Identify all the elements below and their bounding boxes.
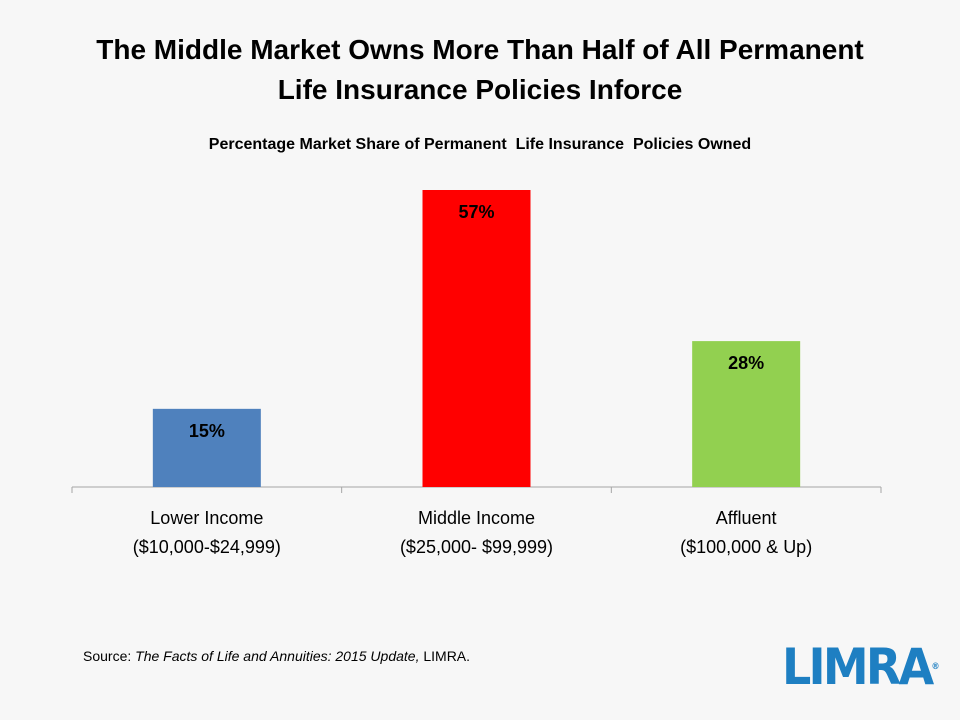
bar (422, 190, 531, 487)
data-label: 57% (458, 202, 494, 222)
category-label: ($25,000- $99,999) (400, 537, 553, 557)
bar (692, 341, 801, 487)
registered-mark: ® (931, 662, 940, 672)
slide-title: The Middle Market Owns More Than Half of… (40, 30, 920, 110)
category-label: Middle Income (418, 508, 535, 528)
bar (152, 408, 261, 487)
category-label: ($10,000-$24,999) (133, 537, 281, 557)
source-note: Source: The Facts of Life and Annuities:… (83, 648, 470, 664)
category-label: ($100,000 & Up) (680, 537, 812, 557)
category-label: Affluent (716, 508, 777, 528)
limra-logo: LIMRA® (782, 642, 940, 692)
source-work: The Facts of Life and Annuities: 2015 Up… (135, 648, 420, 664)
source-suffix: LIMRA. (419, 648, 471, 664)
slide-title-line-1: The Middle Market Owns More Than Half of… (96, 34, 864, 65)
limra-logo-text: LIMRA (782, 638, 934, 696)
category-label: Lower Income (150, 508, 263, 528)
chart-title: Percentage Market Share of Permanent Lif… (208, 136, 752, 153)
slide-title-line-2: Life Insurance Policies Inforce (277, 74, 683, 105)
data-label: 15% (189, 421, 225, 441)
source-prefix: Source: (83, 648, 136, 664)
data-label: 28% (728, 353, 764, 373)
